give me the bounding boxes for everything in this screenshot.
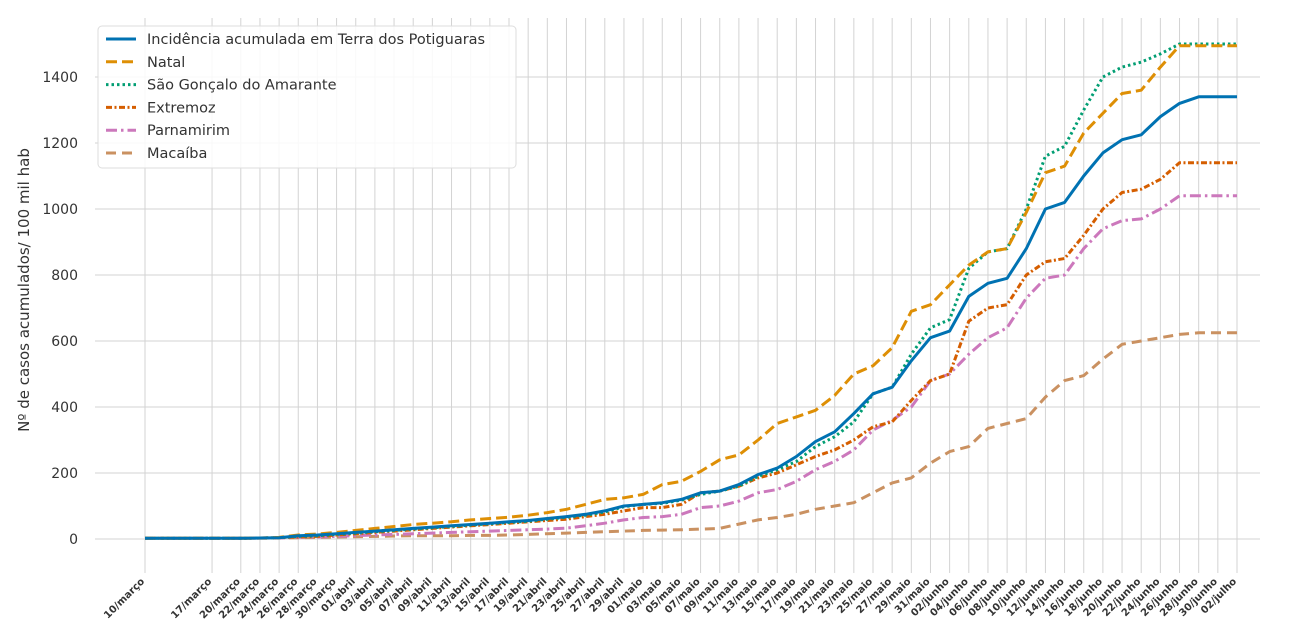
series-line: [145, 331, 1237, 540]
series-layer: [145, 42, 1237, 540]
legend-entry: Macaíba: [147, 146, 207, 162]
legend-entry: Extremoz: [147, 100, 216, 116]
y-axis-label: Nº de casos acumulados/ 100 mil hab: [15, 148, 33, 432]
y-tick-label: 1000: [42, 202, 78, 218]
legend: Incidência acumulada em Terra dos Potigu…: [97, 25, 517, 169]
y-tick-label: 1400: [42, 70, 78, 86]
legend-box: [97, 25, 517, 169]
x-tick-labels: 10/março 17/março20/março22/março24/março…: [102, 576, 1239, 621]
series-line: [145, 95, 1237, 540]
series-line: [145, 44, 1237, 540]
y-tick-label: 1200: [42, 136, 78, 152]
legend-entry: Incidência acumulada em Terra dos Potigu…: [147, 32, 485, 48]
y-tick-labels: 0 200 400 600 800 1000 1200 1400: [42, 70, 78, 548]
y-tick-label: 600: [51, 334, 78, 350]
legend-entry: Natal: [147, 55, 185, 71]
y-tick-label: 0: [69, 532, 78, 548]
series-line: [145, 194, 1237, 540]
legend-entry: Parnamirim: [147, 123, 230, 139]
y-tick-label: 400: [51, 400, 78, 416]
legend-entry: São Gonçalo do Amarante: [147, 78, 337, 94]
y-tick-label: 800: [51, 268, 78, 284]
y-tick-label: 200: [51, 466, 78, 482]
